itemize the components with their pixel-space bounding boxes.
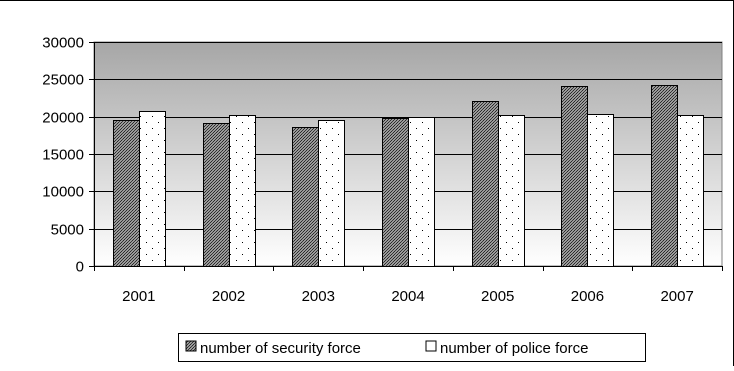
- legend-swatch-police-force: [425, 340, 437, 352]
- bar-police-force: [587, 114, 614, 267]
- y-tick-label: 30000: [42, 35, 84, 52]
- bar-police-force: [408, 117, 435, 267]
- x-tick-label: 2004: [391, 288, 424, 305]
- x-tick-label: 2002: [212, 288, 245, 305]
- x-tick-label: 2006: [571, 288, 604, 305]
- bar-security-force: [651, 85, 678, 267]
- x-tick-label: 2007: [660, 288, 693, 305]
- legend-label-security-force: number of security force: [200, 340, 361, 357]
- bar-security-force: [203, 123, 230, 267]
- legend-box: [178, 333, 646, 362]
- legend-swatch-security-force: [185, 340, 197, 352]
- x-tick-label: 2001: [122, 288, 155, 305]
- x-axis: 2001 2002 2003 2004 2005 2006 2007: [122, 266, 723, 305]
- x-tick-label: 2005: [481, 288, 514, 305]
- bar-police-force: [498, 115, 525, 267]
- bar-security-force: [561, 86, 588, 267]
- bar-police-force: [139, 111, 166, 267]
- bar-police-force: [229, 115, 256, 267]
- y-tick-label: 15000: [42, 147, 84, 164]
- x-tick-label: 2003: [302, 288, 335, 305]
- bar-security-force: [472, 101, 499, 267]
- legend-label-police-force: number of police force: [440, 340, 588, 357]
- bar-security-force: [382, 118, 409, 267]
- y-tick-label: 20000: [42, 110, 84, 127]
- bars: [113, 85, 704, 267]
- y-tick-label: 25000: [42, 72, 84, 89]
- bar-security-force: [113, 120, 140, 267]
- bar-police-force: [677, 115, 704, 267]
- bar-police-force: [318, 120, 345, 267]
- bar-security-force: [292, 127, 319, 267]
- legend: number of security force number of polic…: [178, 333, 646, 362]
- y-tick-label: 0: [76, 259, 84, 276]
- y-tick-label: 10000: [42, 184, 84, 201]
- y-axis: 0 5000 10000 15000 20000 25000 30000: [42, 35, 94, 276]
- y-tick-label: 5000: [51, 222, 84, 239]
